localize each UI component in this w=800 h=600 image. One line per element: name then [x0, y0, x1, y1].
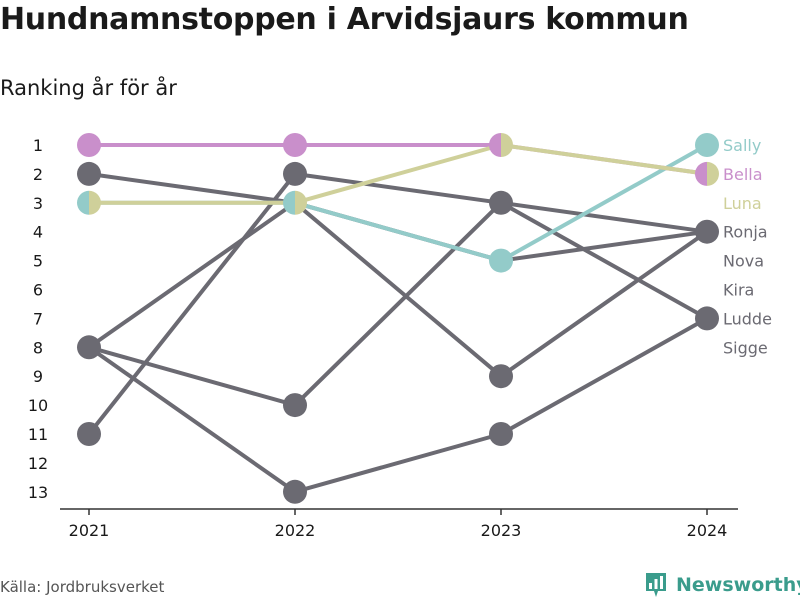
y-tick-label: 8	[33, 338, 43, 357]
point-2022-rank-2	[283, 161, 307, 186]
point-2024-rank-4	[695, 219, 719, 244]
brand-logo: Newsworthy	[644, 570, 800, 600]
point-2024-rank-1	[695, 133, 719, 157]
point-2024-rank-2	[695, 161, 719, 186]
point-2022-rank-13	[283, 479, 307, 504]
series-label-ronja: Ronja	[723, 223, 768, 242]
point-2023-rank-5	[489, 248, 513, 273]
point-2021-rank-2	[77, 161, 101, 186]
point-2023-rank-1	[489, 133, 513, 157]
y-tick-label: 11	[28, 425, 48, 444]
series-line-nova	[87, 200, 709, 379]
y-tick-label: 5	[33, 252, 43, 271]
brand-name: Newsworthy	[676, 574, 800, 596]
series-label-luna: Luna	[723, 194, 762, 213]
series-label-nova: Nova	[723, 252, 764, 271]
series-line-sigge	[87, 316, 709, 494]
y-tick-label: 2	[33, 165, 43, 184]
point-2022-rank-10	[283, 393, 307, 418]
series-label-ludde: Ludde	[723, 309, 772, 328]
series-label-bella: Bella	[723, 165, 763, 184]
point-2021-rank-8	[77, 335, 101, 360]
y-tick-label: 12	[28, 454, 48, 473]
point-2023-rank-3	[489, 190, 513, 215]
series-line-luna	[87, 143, 709, 205]
y-tick-label: 7	[33, 309, 43, 328]
chart-subtitle: Ranking år för år	[0, 76, 177, 100]
series-label-sally: Sally	[723, 136, 761, 155]
y-tick-label: 9	[33, 367, 43, 386]
y-tick-label: 13	[28, 483, 48, 502]
y-tick-label: 4	[33, 223, 43, 242]
y-tick-label: 6	[33, 281, 43, 300]
point-2023-rank-9	[489, 364, 513, 389]
x-tick-label: 2024	[687, 521, 728, 540]
y-tick-label: 1	[33, 136, 43, 155]
chart-title: Hundnamnstoppen i Arvidsjaurs kommun	[0, 2, 689, 37]
series-line-ludde	[87, 171, 709, 436]
series-line-kira	[87, 200, 709, 408]
point-2022-rank-1	[283, 133, 307, 157]
x-tick-label: 2023	[481, 521, 522, 540]
x-tick-label: 2021	[69, 521, 110, 540]
y-tick-label: 10	[28, 396, 48, 415]
x-tick-label: 2022	[275, 521, 316, 540]
point-2024-rank-7	[695, 306, 719, 331]
series-label-sigge: Sigge	[723, 338, 768, 357]
point-2021-rank-11	[77, 422, 101, 446]
source-note: Källa: Jordbruksverket	[0, 578, 165, 596]
point-2023-rank-11	[489, 422, 513, 446]
newsworthy-logo-icon	[646, 573, 666, 597]
point-2021-rank-3	[77, 190, 101, 215]
point-2022-rank-3	[283, 190, 307, 215]
point-2021-rank-1	[77, 133, 101, 157]
y-tick-label: 3	[33, 194, 43, 213]
series-label-kira: Kira	[723, 281, 754, 300]
